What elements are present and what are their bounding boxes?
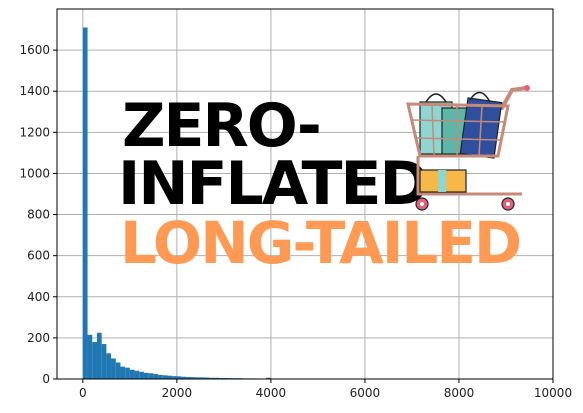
histogram-bar: [139, 371, 144, 379]
histogram-bar: [129, 369, 135, 379]
histogram-bar: [125, 367, 130, 379]
histogram-bar: [186, 376, 191, 379]
histogram-bar: [195, 377, 201, 379]
histogram-bar: [143, 372, 149, 379]
histogram-bar: [87, 334, 93, 379]
plot-frame: [56, 8, 554, 380]
histogram-bar: [205, 377, 210, 379]
histogram-bar: [200, 377, 206, 379]
histogram-bar: [111, 358, 116, 379]
histogram-bar: [82, 27, 88, 379]
x-tick-label: 4000: [256, 386, 287, 400]
histogram-bar: [219, 377, 224, 379]
histogram-bar: [134, 370, 140, 379]
histogram-bar: [92, 342, 97, 379]
histogram-bar: [148, 373, 154, 379]
y-tick-label: 1200: [19, 125, 50, 139]
overlay-title-long-tailed: LONG-TAILED: [120, 209, 522, 277]
histogram-bar: [162, 375, 168, 379]
histogram-bar: [120, 366, 126, 379]
histogram-bar: [266, 377, 271, 379]
histogram-bars: [82, 27, 271, 379]
histogram-bar: [176, 376, 182, 379]
histogram-bar: [153, 374, 159, 379]
x-tick-label: 2000: [162, 386, 193, 400]
histogram-bar: [214, 377, 220, 379]
x-tick-label: 0: [79, 386, 87, 400]
x-tick-label: 8000: [444, 386, 475, 400]
x-tick-label: 6000: [350, 386, 381, 400]
histogram-bar: [115, 362, 121, 379]
histogram-bar: [158, 374, 163, 379]
histogram-bar: [190, 377, 196, 379]
histogram-bar: [167, 375, 173, 379]
histogram-bar: [172, 376, 177, 379]
y-tick-label: 400: [27, 290, 50, 304]
x-tick-label: 10000: [534, 386, 572, 400]
histogram-bar: [101, 344, 107, 379]
histogram-bar: [106, 353, 112, 379]
y-tick-label: 1400: [19, 84, 50, 98]
shopping-cart-icon: [406, 85, 530, 211]
histogram-bar: [181, 376, 187, 379]
y-tick-label: 600: [27, 249, 50, 263]
y-tick-label: 800: [27, 208, 50, 222]
overlay-title-inflated: INFLATED: [118, 149, 429, 219]
histogram-bar: [223, 377, 229, 379]
y-tick-label: 1000: [19, 166, 50, 180]
histogram-bar: [209, 377, 215, 379]
y-tick-label: 200: [27, 331, 50, 345]
histogram-bar: [96, 332, 102, 379]
axis-ticks: 0 2000 4000 6000 8000 10000 0 200 400 600 800 1000 1…: [19, 43, 572, 400]
y-tick-label: 1600: [19, 43, 50, 57]
y-tick-label: 0: [42, 372, 50, 386]
overlay-title-zero: ZERO-: [122, 91, 322, 161]
